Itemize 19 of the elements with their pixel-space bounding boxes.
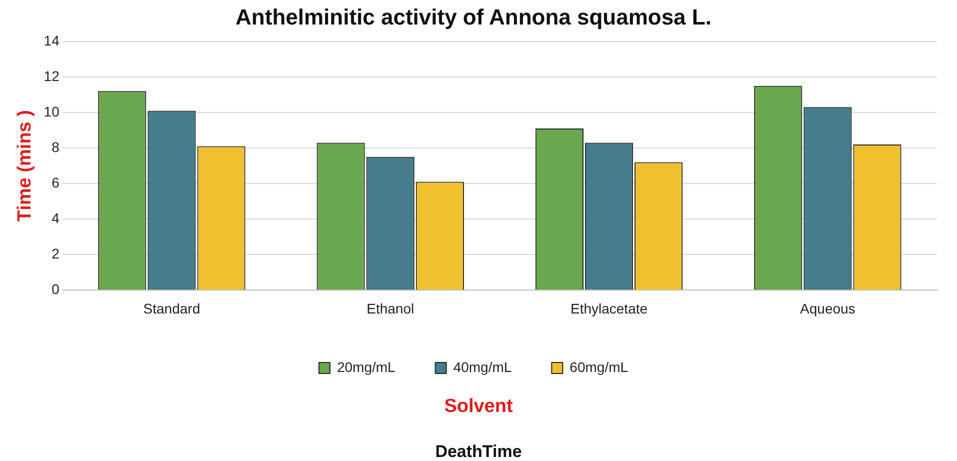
x-axis-title: Solvent	[443, 396, 514, 418]
x-tick-label: Ethylacetate	[570, 300, 648, 316]
y-tick-label: 0	[52, 281, 60, 298]
y-tick-label: 14	[44, 32, 60, 48]
x-tick-label: Ethanol	[366, 300, 414, 316]
chart-title: Anthelminitic activity of Annona squamosa L.	[236, 4, 712, 30]
legend-label: 20mg/mL	[336, 358, 396, 375]
y-tick-label: 4	[52, 210, 60, 226]
y-tick-label: 12	[44, 68, 60, 84]
legend-label: 40mg/mL	[453, 358, 512, 375]
y-tick-label: 8	[52, 138, 60, 155]
text: DeathTime	[434, 442, 523, 461]
x-tick-label: Standard	[143, 300, 200, 316]
y-tick-label: 10	[44, 103, 60, 120]
y-axis-title: Time (mins )	[14, 110, 36, 222]
y-tick-label: 6	[52, 174, 60, 190]
y-tick-label: 2	[52, 246, 60, 262]
x-tick-label: Aqueous	[800, 300, 856, 316]
legend-label: 60mg/mL	[570, 358, 628, 375]
